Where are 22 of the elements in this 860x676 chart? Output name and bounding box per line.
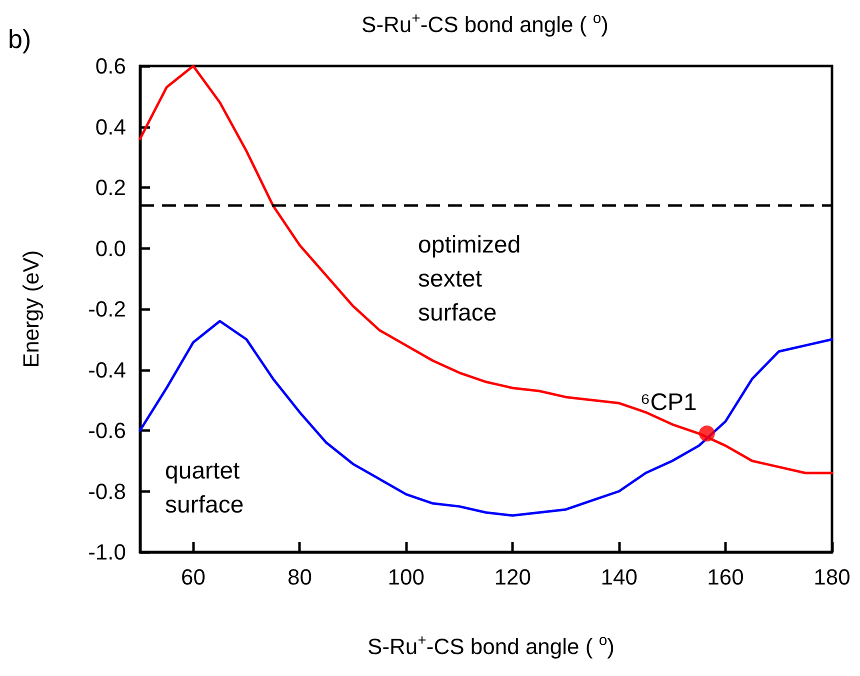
x-tick-label: 80 — [287, 564, 312, 590]
line-series — [138, 320, 834, 517]
y-tick-label: 0.6 — [95, 54, 126, 78]
y-tick-label: -0.2 — [88, 296, 126, 322]
y-tick-label: -0.6 — [88, 418, 126, 443]
x-tick-label: 100 — [388, 564, 425, 590]
y-tick-label: -1.0 — [88, 540, 126, 564]
x-tick-label: 120 — [494, 564, 531, 590]
y-tick-label: -0.4 — [88, 357, 126, 382]
text: b) — [8, 24, 32, 54]
x-tick-label: 60 — [180, 564, 206, 590]
x-tick-label: 160 — [707, 564, 744, 590]
y-tick-label: 0.4 — [95, 114, 126, 140]
y-axis-title: Energy (eV) — [18, 250, 44, 368]
x-tick-label: 140 — [600, 564, 638, 590]
y-tick-label: 0.0 — [95, 236, 126, 261]
y-tick-label: -0.8 — [88, 478, 126, 504]
annotation: quartet surface — [165, 458, 244, 518]
x-tick-label: 180 — [814, 564, 850, 590]
annotation: optimized sextet surface — [418, 232, 521, 326]
annotation: ⁶CP1 — [640, 389, 697, 416]
y-tick-label: 0.2 — [95, 175, 126, 200]
